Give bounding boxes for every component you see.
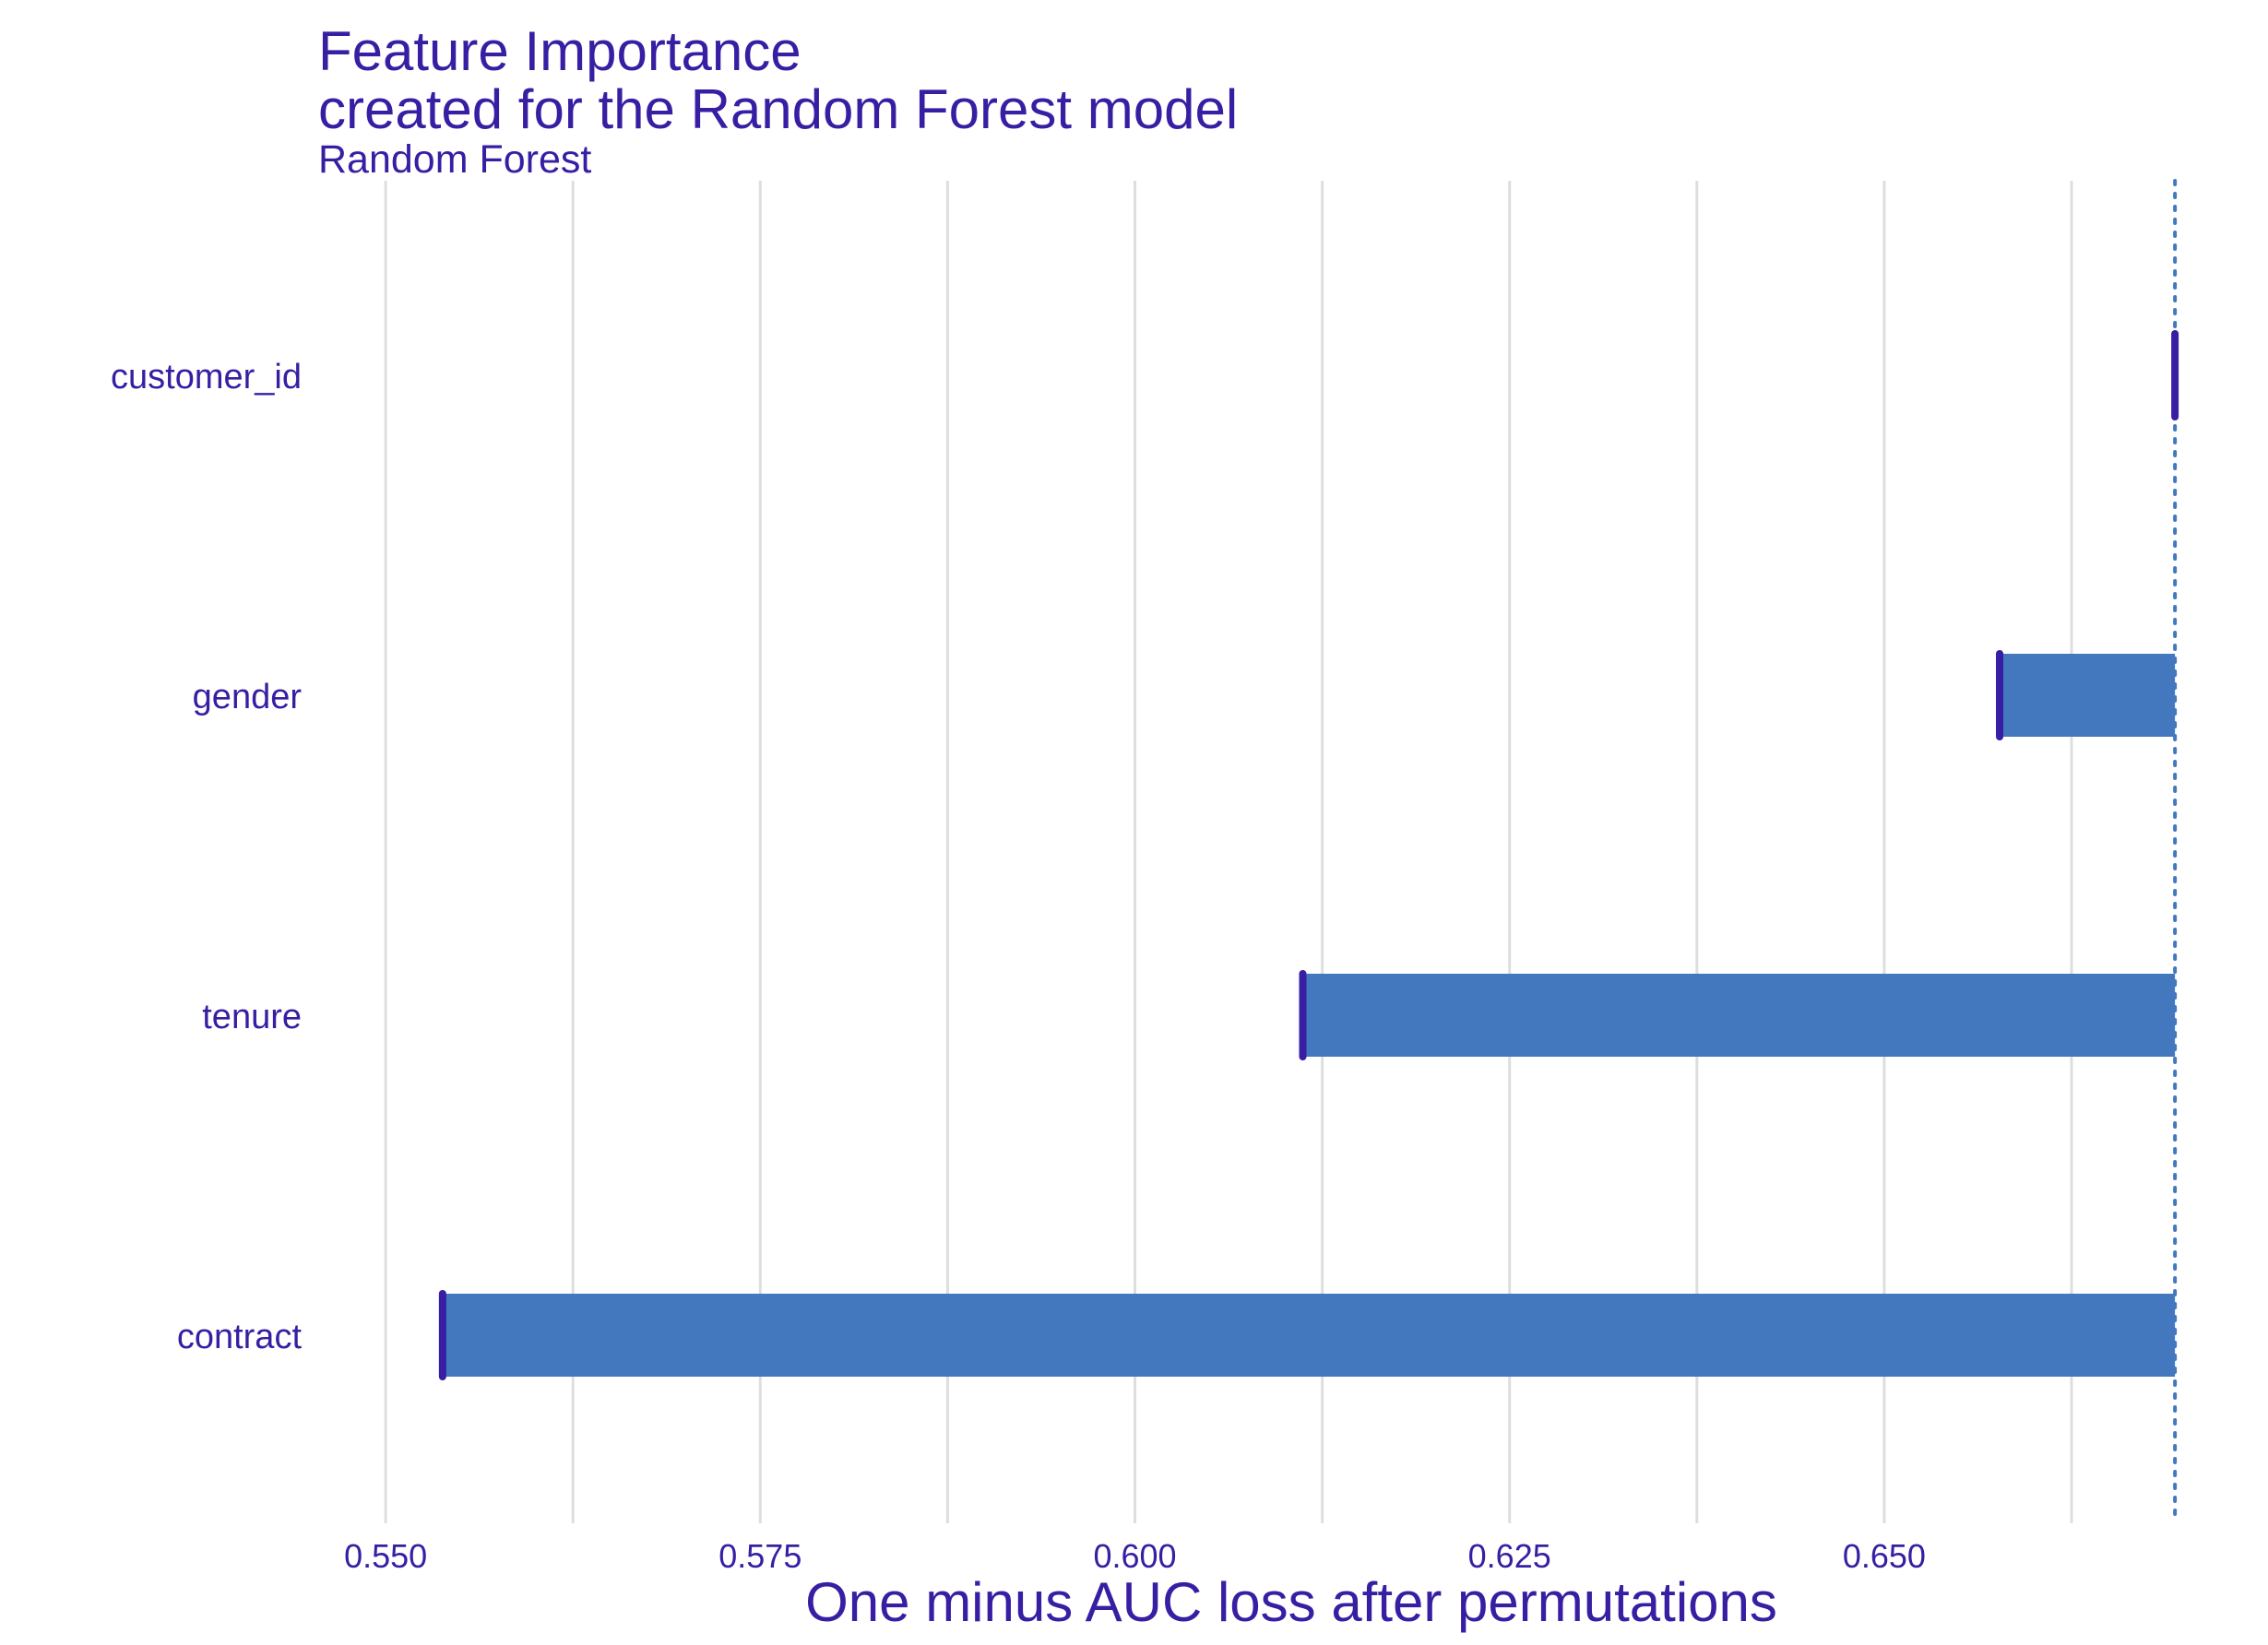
bar-contract xyxy=(442,1294,2176,1377)
x-axis-tick-labels: 0.550 0.575 0.600 0.625 0.650 xyxy=(344,1537,1926,1575)
x-axis-title: One minus AUC loss after permutations xyxy=(805,1571,1777,1633)
bars xyxy=(442,654,2176,1377)
y-axis-label-customer-id: customer_id xyxy=(111,358,302,396)
chart-title-line-2: created for the Random Forest model xyxy=(318,78,1239,140)
x-tick-label: 0.575 xyxy=(718,1537,802,1575)
bar-tenure xyxy=(1302,974,2176,1057)
x-tick-label: 0.625 xyxy=(1468,1537,1551,1575)
chart-subtitle: Random Forest xyxy=(318,137,592,182)
bar-end-markers xyxy=(438,330,2179,1380)
y-axis-label-tenure: tenure xyxy=(202,998,302,1036)
y-axis-label-contract: contract xyxy=(177,1318,303,1356)
chart-title: Feature Importance xyxy=(318,20,802,82)
x-tick-label: 0.550 xyxy=(344,1537,427,1575)
y-axis-label-gender: gender xyxy=(193,678,303,716)
bar-gender xyxy=(2000,654,2176,737)
x-tick-label: 0.650 xyxy=(1843,1537,1926,1575)
x-tick-label: 0.600 xyxy=(1093,1537,1176,1575)
